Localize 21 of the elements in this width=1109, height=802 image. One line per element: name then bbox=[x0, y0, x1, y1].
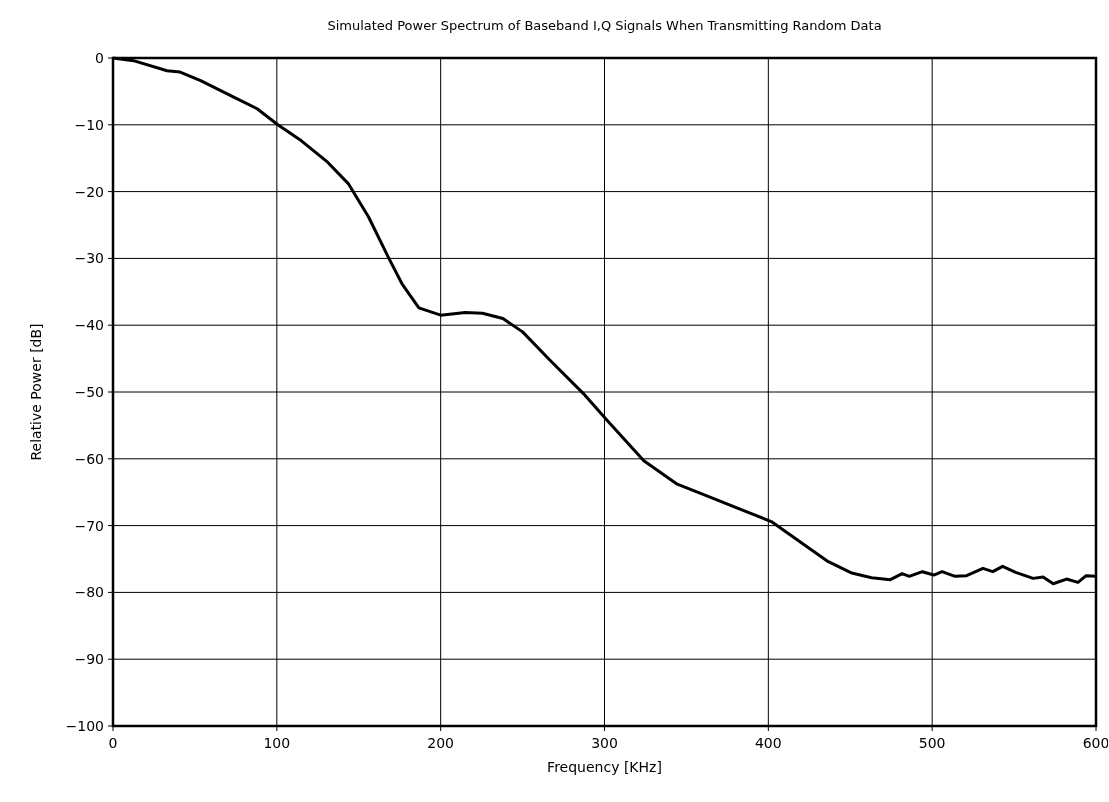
y-tick-label: −70 bbox=[74, 517, 104, 534]
y-axis-title: Relative Power [dB] bbox=[28, 323, 44, 461]
y-tick-label: −40 bbox=[74, 317, 104, 334]
y-tick-label: −100 bbox=[65, 717, 104, 734]
chart-title: Simulated Power Spectrum of Baseband I,Q Signals When Transmitting Random Data bbox=[327, 18, 882, 33]
y-tick-label: −50 bbox=[74, 383, 104, 400]
x-tick-label: 200 bbox=[427, 735, 455, 751]
y-tick-label: 0 bbox=[95, 49, 104, 66]
y-tick-label: −20 bbox=[74, 183, 104, 200]
x-tick-label: 100 bbox=[263, 735, 291, 751]
x-tick-label: 600 bbox=[1082, 735, 1109, 751]
x-tick-label: 500 bbox=[918, 735, 946, 751]
y-tick-label: −60 bbox=[74, 450, 104, 467]
x-tick-label: 0 bbox=[108, 735, 118, 751]
x-axis-title: Frequency [KHz] bbox=[547, 759, 662, 775]
y-tick-label: −30 bbox=[74, 250, 104, 267]
y-tick-label: −90 bbox=[74, 651, 104, 668]
x-tick-label: 400 bbox=[754, 735, 782, 751]
x-tick-label: 300 bbox=[591, 735, 618, 751]
y-tick-label: −80 bbox=[74, 584, 104, 601]
y-tick-label: −10 bbox=[74, 116, 104, 133]
